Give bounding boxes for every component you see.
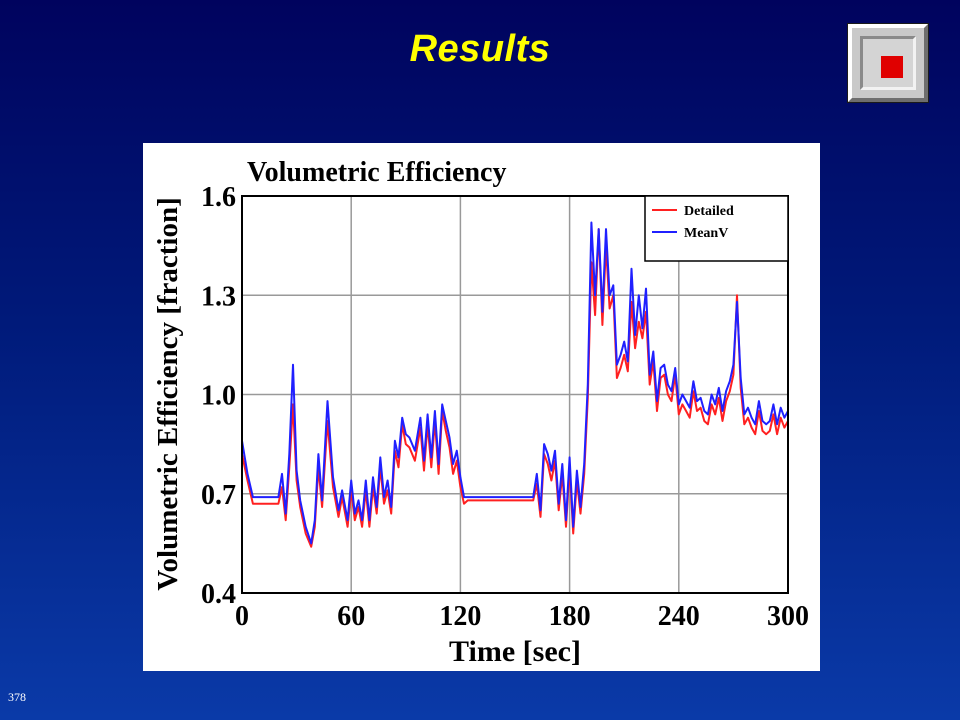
x-axis-label: Time [sec] (449, 635, 581, 668)
x-tick-label: 300 (767, 601, 809, 632)
y-tick-label: 1.3 (201, 281, 236, 312)
chart-title: Volumetric Efficiency (247, 157, 506, 188)
y-axis-label: Volumetric Efficiency [fraction] (152, 197, 184, 591)
plot-frame (241, 195, 789, 594)
stop-square-icon (881, 56, 903, 78)
series-lines (241, 221, 789, 548)
x-tick-label: 240 (658, 601, 700, 632)
x-tick-label: 0 (235, 601, 249, 632)
y-tick-label: 1.6 (201, 182, 236, 213)
legend-box (644, 195, 789, 262)
legend: Detailed MeanV (644, 195, 789, 262)
volumetric-efficiency-chart: Volumetric Efficiency Time [sec] Volumet… (152, 157, 809, 668)
x-tick-label: 180 (549, 601, 591, 632)
legend-label-meanv: MeanV (684, 226, 728, 241)
y-tick-label: 0.7 (201, 480, 236, 511)
y-tick-label: 0.4 (201, 579, 236, 610)
legend-label-detailed: Detailed (684, 204, 734, 219)
slide-title: Results (409, 28, 551, 70)
tick-labels: 0 60 120 180 240 300 0.4 0.7 1.0 1.3 1.6 (201, 182, 809, 632)
series-line-meanv (241, 221, 789, 545)
chart-panel: Volumetric Efficiency Time [sec] Volumet… (143, 143, 820, 671)
stop-button-bevel (860, 36, 916, 90)
stop-button[interactable] (848, 24, 928, 102)
y-tick-label: 1.0 (201, 381, 236, 412)
slide-number: 378 (8, 690, 26, 704)
series-line-detailed (241, 228, 789, 548)
x-tick-label: 60 (337, 601, 365, 632)
grid-lines (242, 196, 788, 593)
x-tick-label: 120 (439, 601, 481, 632)
